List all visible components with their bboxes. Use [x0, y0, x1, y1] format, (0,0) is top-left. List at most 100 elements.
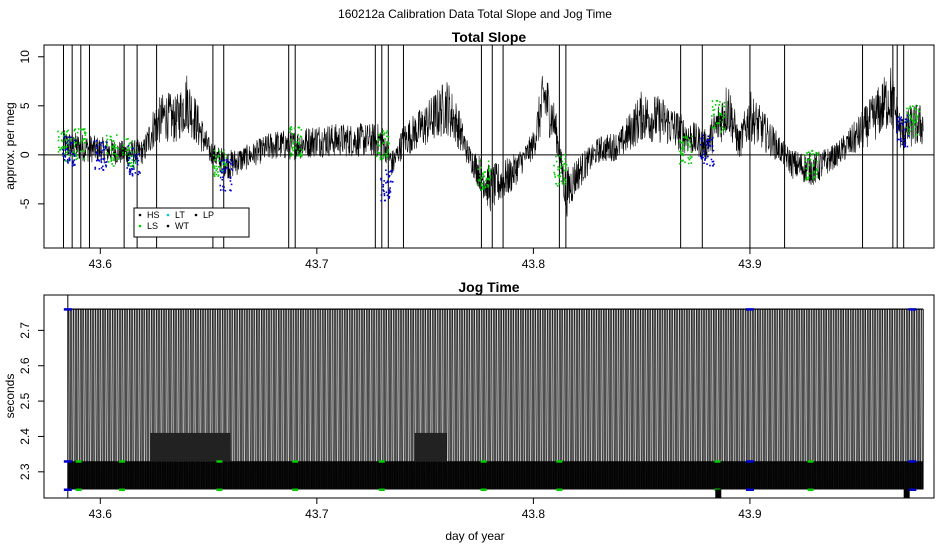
ls-point [297, 154, 299, 157]
ls-point [214, 171, 216, 174]
hs-point [380, 194, 383, 196]
ls-point [687, 144, 690, 146]
ls-point [129, 165, 132, 168]
ls-point [378, 133, 380, 136]
ls-point [292, 141, 295, 143]
ls-point [913, 120, 916, 123]
hs-point [904, 142, 907, 144]
ls-point [916, 116, 918, 119]
ls-point [377, 144, 380, 147]
hs-point [712, 164, 714, 167]
ls-point [293, 127, 296, 130]
ls-point [64, 138, 66, 141]
ls-point [381, 157, 384, 160]
ls-point [222, 161, 225, 164]
hs-point [229, 177, 232, 179]
jog-ls-point [75, 460, 82, 463]
ls-point [553, 173, 556, 176]
hs-point [904, 118, 907, 120]
legend: HS LT LP LS WT [133, 207, 250, 238]
ls-point [812, 163, 815, 166]
ls-point [682, 141, 685, 143]
hs-point [67, 158, 69, 161]
jog-ls-point [118, 460, 125, 463]
hs-point [137, 173, 139, 176]
ls-point [909, 105, 911, 108]
hs-point [702, 134, 704, 137]
ls-point [560, 166, 563, 168]
ls-point [804, 178, 807, 181]
ls-point [69, 139, 72, 142]
hs-point [703, 152, 706, 155]
ls-point [217, 171, 219, 173]
ls-point [217, 175, 220, 177]
ls-point [377, 138, 379, 140]
ls-point [114, 144, 116, 146]
ls-point [300, 136, 303, 138]
ls-point [57, 151, 60, 153]
ls-point [557, 168, 559, 171]
ls-point [300, 154, 303, 157]
legend-box [133, 207, 250, 238]
hs-point [707, 147, 710, 149]
ls-point [63, 145, 66, 148]
ls-point [111, 156, 113, 159]
ls-point [84, 138, 86, 140]
ls-point [84, 131, 86, 133]
ls-point [555, 160, 558, 163]
ls-point [555, 183, 557, 185]
hs-point [896, 117, 899, 120]
ls-point [712, 109, 714, 112]
ls-point [915, 108, 918, 111]
ls-point [682, 144, 685, 147]
hs-point [900, 137, 902, 140]
ls-point [480, 183, 483, 185]
ls-point [689, 142, 692, 145]
ls-point [122, 153, 124, 156]
ls-point [217, 166, 220, 168]
hs-point [101, 141, 104, 144]
jog-hs-point [908, 308, 917, 311]
hs-point [134, 172, 137, 174]
hs-point [899, 118, 902, 120]
ls-point [386, 151, 389, 154]
hs-point [702, 156, 704, 159]
ls-point [809, 155, 812, 158]
jog-time-ylabel: seconds [3, 374, 17, 419]
y-tick-label: 2.7 [18, 322, 32, 339]
ls-point [131, 165, 134, 168]
ls-point [218, 151, 221, 153]
ls-point [67, 129, 69, 132]
ls-point [292, 149, 294, 152]
ls-point [691, 156, 693, 158]
jog-ls-point [807, 460, 814, 463]
ls-point [128, 147, 130, 150]
hs-point [221, 168, 224, 170]
ls-point [216, 168, 219, 170]
ls-point [488, 169, 490, 172]
ls-point [481, 172, 484, 175]
hs-point [127, 159, 130, 161]
ls-point [815, 151, 818, 154]
ls-point [808, 172, 811, 175]
ls-point [564, 168, 567, 171]
ls-point [807, 151, 810, 153]
ls-point [131, 164, 134, 167]
hs-point [137, 159, 140, 162]
ls-point [909, 124, 912, 127]
x-tick-label: 43.7 [305, 507, 329, 521]
hs-point [64, 149, 67, 151]
jog-ls-point [216, 460, 223, 463]
ls-point [906, 126, 908, 129]
ls-point [717, 108, 720, 111]
ls-point [292, 143, 294, 145]
ls-point [717, 122, 720, 124]
ls-point [76, 131, 79, 134]
hs-point [704, 159, 706, 161]
hs-point [226, 167, 228, 169]
hs-point [127, 156, 130, 159]
hs-point [94, 166, 97, 169]
ls-point [806, 178, 808, 181]
legend-label: LP [203, 210, 214, 220]
hs-point [104, 146, 106, 148]
